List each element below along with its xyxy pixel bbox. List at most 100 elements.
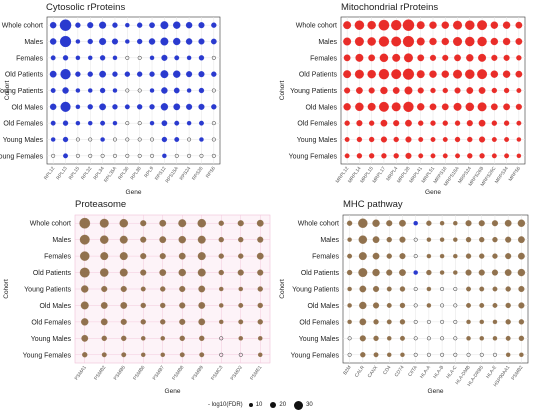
data-dot — [75, 137, 80, 142]
data-dot — [238, 336, 243, 341]
data-dot — [60, 69, 71, 80]
data-dot — [466, 352, 471, 357]
x-tick-label: MRPS6 — [508, 165, 523, 182]
data-dot — [211, 71, 217, 77]
data-dot — [439, 270, 445, 275]
data-dot — [503, 54, 510, 61]
data-dot — [81, 334, 89, 342]
y-tick-label: Whole cohort — [2, 23, 43, 30]
data-dot — [356, 120, 363, 127]
data-dot — [387, 336, 392, 341]
data-dot — [465, 36, 475, 47]
data-dot — [198, 55, 205, 61]
data-dot — [112, 88, 118, 93]
data-dot — [186, 88, 192, 93]
data-dot — [426, 303, 432, 308]
data-dot — [88, 153, 93, 158]
data-dot — [125, 137, 130, 142]
data-dot — [491, 137, 497, 142]
data-dot — [125, 121, 130, 126]
legend-dot-small — [248, 403, 253, 407]
data-dot — [479, 336, 484, 341]
data-dot — [50, 137, 56, 142]
data-dot — [355, 53, 364, 62]
data-dot — [413, 254, 418, 259]
data-dot — [149, 55, 155, 61]
data-dot — [101, 285, 108, 293]
data-dot — [137, 104, 143, 110]
data-dot — [347, 253, 353, 259]
data-dot — [518, 252, 525, 260]
data-dot — [392, 53, 401, 62]
data-dot — [197, 268, 206, 277]
data-dot — [466, 319, 471, 325]
data-dot — [453, 286, 458, 292]
y-tick-label: Old Females — [3, 121, 43, 128]
data-dot — [505, 253, 512, 260]
y-tick-label: Old Patients — [301, 270, 340, 277]
data-dot — [518, 302, 525, 309]
data-dot — [466, 54, 474, 62]
y-tick-label: Whole cohort — [296, 23, 337, 30]
data-dot — [219, 303, 224, 308]
data-dot — [159, 269, 167, 276]
data-dot — [120, 285, 127, 293]
x-tick-label: B2M — [342, 365, 353, 377]
data-dot — [100, 268, 109, 277]
data-dot — [478, 53, 487, 62]
y-axis-title: Cohort — [4, 81, 11, 101]
data-dot — [88, 120, 93, 126]
data-dot — [120, 318, 127, 325]
x-tick-label: RPS6 — [205, 165, 217, 179]
y-tick-label: Old Females — [31, 319, 71, 326]
data-dot — [504, 219, 512, 227]
data-dot — [140, 302, 146, 309]
data-dot — [399, 219, 406, 227]
data-dot — [161, 136, 168, 143]
data-dot — [159, 253, 166, 260]
y-tick-label: Old Females — [297, 121, 337, 128]
data-dot — [125, 55, 130, 60]
data-dot — [454, 120, 461, 126]
data-dot — [490, 21, 499, 29]
y-tick-label: Old Females — [299, 319, 339, 326]
data-dot — [347, 303, 352, 308]
data-dot — [179, 318, 186, 325]
data-dot — [491, 269, 499, 276]
data-dot — [381, 153, 387, 159]
data-dot — [440, 303, 445, 308]
data-dot — [100, 153, 105, 158]
data-dot — [372, 302, 380, 309]
data-dot — [257, 302, 263, 309]
data-dot — [50, 120, 56, 126]
data-dot — [87, 104, 93, 110]
y-tick-label: Males — [52, 237, 71, 244]
panel-1: Cytosolic rProteins Whole cohort Males Fema… — [0, 2, 221, 196]
data-dot — [355, 102, 364, 112]
y-tick-label: Young Females — [291, 352, 340, 359]
data-dot — [413, 237, 418, 242]
data-dot — [430, 137, 436, 142]
data-dot — [198, 285, 206, 293]
data-dot — [199, 137, 204, 142]
data-dot — [186, 120, 192, 126]
data-dot — [479, 352, 484, 357]
data-dot — [173, 87, 180, 94]
data-dot — [87, 38, 93, 45]
data-dot — [426, 253, 432, 259]
data-dot — [178, 219, 187, 228]
data-dot — [380, 86, 388, 95]
data-dot — [477, 69, 488, 80]
data-dot — [372, 236, 380, 244]
data-dot — [517, 219, 526, 227]
data-dot — [429, 37, 437, 46]
data-dot — [343, 37, 352, 46]
data-dot — [179, 302, 186, 309]
x-tick-label: RPL34 — [92, 165, 106, 181]
data-dot — [137, 121, 142, 126]
data-dot — [99, 21, 107, 29]
data-dot — [160, 336, 165, 341]
data-dot — [378, 36, 390, 47]
data-dot — [75, 39, 81, 44]
data-dot — [125, 88, 130, 93]
